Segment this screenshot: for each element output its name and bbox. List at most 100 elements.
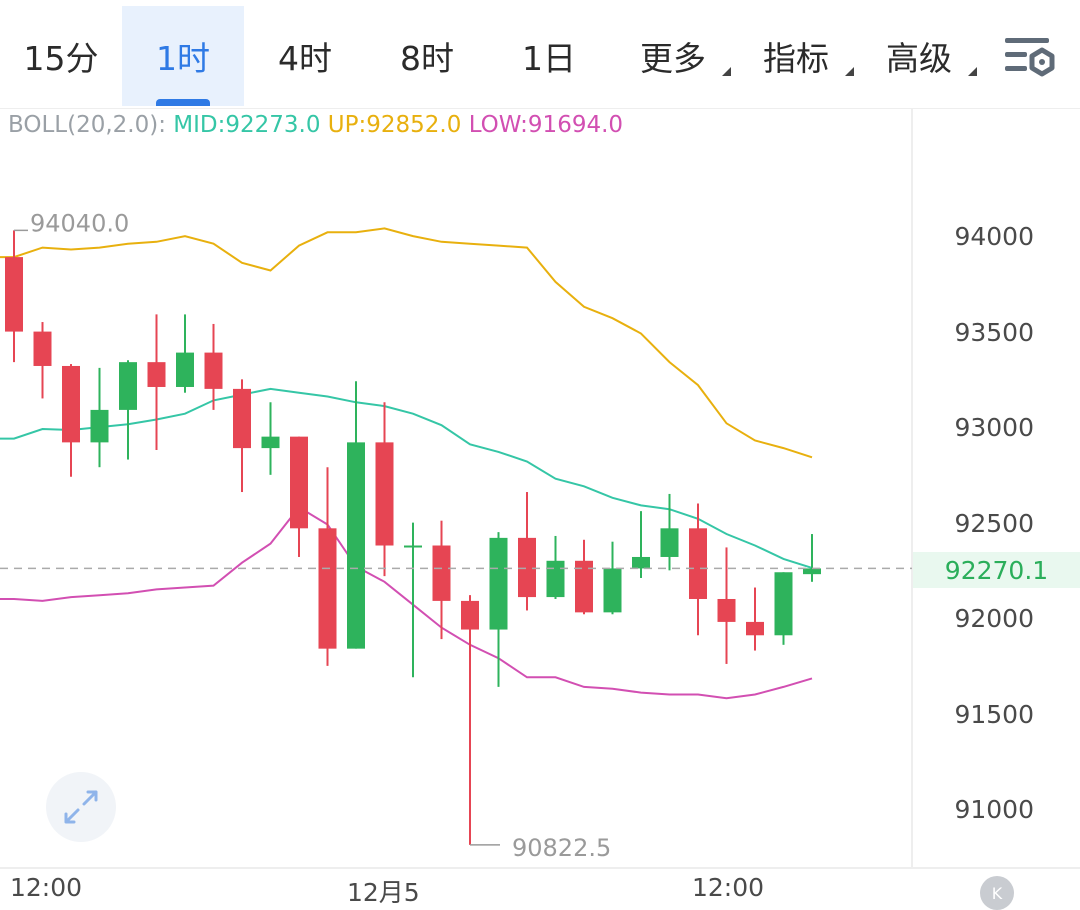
tab-indicators[interactable]: 指标 xyxy=(748,6,854,106)
timeframe-tab-bar: 15分 1时 4时 8时 1日 更多 指标 高级 xyxy=(0,0,1080,109)
candlestick-chart[interactable]: 94040.0 90822.5 xyxy=(0,108,1080,901)
candle xyxy=(5,230,23,363)
tab-more[interactable]: 更多 xyxy=(625,6,731,106)
y-tick-label: 91000 xyxy=(954,795,1034,824)
low-marker-label: 90822.5 xyxy=(512,834,611,862)
candle xyxy=(803,534,821,582)
tab-4h[interactable]: 4时 xyxy=(244,6,366,106)
x-tick-label: 12:00 xyxy=(692,873,765,902)
candle xyxy=(461,595,479,845)
tab-label: 8时 xyxy=(400,39,454,78)
boll-name: BOLL(20,2.0): xyxy=(8,112,166,138)
candle xyxy=(404,522,422,678)
candle xyxy=(33,322,52,399)
boll-up: UP:92852.0 xyxy=(327,112,462,138)
candle-body xyxy=(575,560,593,613)
candle xyxy=(546,535,565,599)
tab-8h[interactable]: 8时 xyxy=(366,6,488,106)
candle-body xyxy=(404,545,422,548)
candle xyxy=(575,539,593,615)
k-logo-icon: K xyxy=(980,876,1014,910)
candle xyxy=(689,503,707,636)
candle xyxy=(660,493,679,571)
candle xyxy=(318,467,337,666)
candle-body xyxy=(717,598,736,622)
boll-low: LOW:91694.0 xyxy=(468,112,624,138)
candle-body xyxy=(62,365,80,443)
candle xyxy=(489,532,508,687)
candle xyxy=(774,572,793,645)
candle-body xyxy=(176,352,194,387)
high-marker-label: 94040.0 xyxy=(30,209,129,237)
candle xyxy=(632,511,650,578)
candle-body xyxy=(119,362,137,410)
y-tick-label: 93000 xyxy=(954,413,1034,442)
dropdown-caret-icon xyxy=(722,67,731,76)
candle xyxy=(717,547,736,664)
candle xyxy=(261,402,280,475)
candle-body xyxy=(90,409,109,443)
boll-legend: BOLL(20,2.0): MID:92273.0 UP:92852.0 LOW… xyxy=(8,112,623,138)
boll-mid: MID:92273.0 xyxy=(173,112,321,138)
candle xyxy=(176,314,194,393)
candle-body xyxy=(803,568,821,575)
candle-body xyxy=(233,388,251,449)
candle-body xyxy=(261,436,280,449)
tab-label: 高级 xyxy=(886,39,952,78)
candle-body xyxy=(489,537,508,630)
tab-label: 15分 xyxy=(23,39,99,78)
candle xyxy=(62,364,80,477)
boll-low-line xyxy=(0,505,813,700)
candle-body xyxy=(518,537,536,598)
x-tick-label: 12:00 xyxy=(10,873,83,902)
candle xyxy=(432,520,451,640)
boll-up-line xyxy=(0,227,813,459)
candle-body xyxy=(461,600,479,630)
candle xyxy=(90,367,109,468)
candle-body xyxy=(5,257,23,332)
tab-label: 1日 xyxy=(522,39,576,78)
active-tab-indicator xyxy=(156,99,210,106)
expand-icon xyxy=(64,790,98,824)
tab-label: 指标 xyxy=(763,39,829,78)
candle-body xyxy=(318,528,337,649)
candle xyxy=(147,314,166,451)
tab-15m[interactable]: 15分 xyxy=(0,6,122,106)
candle-body xyxy=(632,556,650,569)
y-tick-label: 92500 xyxy=(954,508,1034,538)
candle xyxy=(347,381,365,649)
candle-body xyxy=(204,352,223,389)
tab-label: 更多 xyxy=(640,39,706,78)
candles xyxy=(5,230,821,845)
candle xyxy=(119,360,137,460)
candle-body xyxy=(33,331,52,366)
candle-body xyxy=(546,560,565,598)
expand-button[interactable] xyxy=(46,772,116,842)
candle xyxy=(204,323,223,410)
boll-mid-line xyxy=(0,387,813,569)
candle xyxy=(746,587,764,651)
tab-1h[interactable]: 1时 xyxy=(122,6,244,106)
candle xyxy=(233,379,251,493)
candle-body xyxy=(660,528,679,557)
dropdown-caret-icon xyxy=(968,67,977,76)
y-tick-label: 94000 xyxy=(954,222,1034,251)
candle-body xyxy=(290,436,308,529)
x-tick-label: 12月5 xyxy=(347,878,420,907)
candle xyxy=(290,436,308,557)
candle-body xyxy=(432,545,451,601)
candle-body xyxy=(375,442,394,546)
candle-body xyxy=(689,528,707,599)
candle xyxy=(518,492,536,611)
chart-settings-icon[interactable] xyxy=(1000,32,1060,82)
candle-body xyxy=(603,568,622,613)
tab-advanced[interactable]: 高级 xyxy=(871,6,977,106)
candle xyxy=(603,541,622,615)
current-price-tag: 92270.1 xyxy=(913,552,1080,588)
y-tick-label: 92000 xyxy=(954,604,1034,633)
y-tick-label: 91500 xyxy=(954,699,1034,729)
tab-1d[interactable]: 1日 xyxy=(488,6,610,106)
tab-label: 1时 xyxy=(156,39,210,78)
extreme-markers: 94040.0 90822.5 xyxy=(14,209,611,862)
tab-label: 4时 xyxy=(278,39,332,78)
